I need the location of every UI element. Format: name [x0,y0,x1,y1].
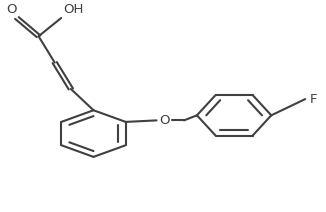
Text: F: F [310,93,318,106]
Text: O: O [159,114,170,127]
Text: O: O [6,3,16,16]
Text: OH: OH [63,3,83,16]
